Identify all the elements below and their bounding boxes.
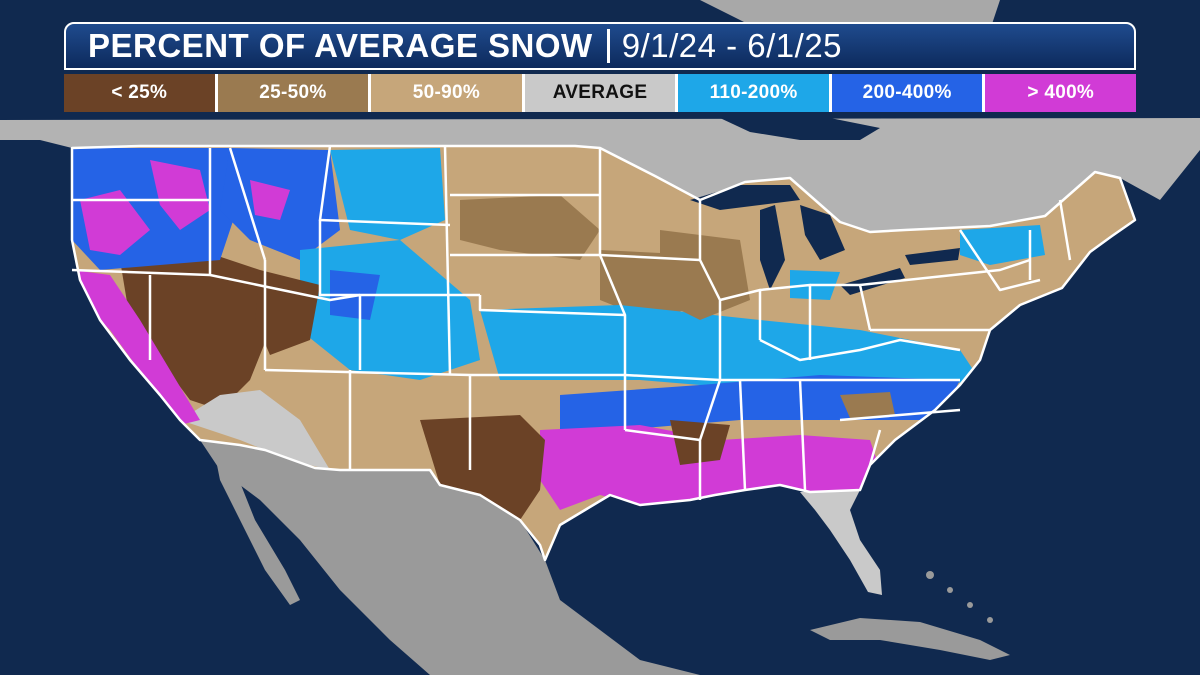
caribbean-islands <box>926 571 993 623</box>
lake-erie <box>840 268 905 295</box>
map-title: PERCENT OF AVERAGE SNOW <box>88 27 593 64</box>
lake-michigan <box>760 205 785 290</box>
lake-ontario <box>905 248 960 265</box>
cuba-island <box>810 618 1010 660</box>
hudson-bay <box>720 118 880 140</box>
header: PERCENT OF AVERAGE SNOW 9/1/24 - 6/1/25 … <box>64 22 1137 112</box>
lake-superior <box>690 185 800 210</box>
title-separator <box>606 29 610 63</box>
legend-item-110-200: 110-200% <box>678 74 832 112</box>
state-borders <box>70 144 1137 562</box>
date-range: 9/1/24 - 6/1/25 <box>621 27 843 64</box>
baja-peninsula <box>215 455 300 605</box>
mexico-landmass <box>200 440 700 675</box>
legend-item-gt-400: > 400% <box>985 74 1137 112</box>
legend-item-50-90: 50-90% <box>371 74 525 112</box>
legend-item-25-50: 25-50% <box>217 74 372 112</box>
canada-landmass <box>0 118 1200 232</box>
title-bar: PERCENT OF AVERAGE SNOW 9/1/24 - 6/1/25 <box>64 22 1136 70</box>
lake-huron <box>800 205 845 260</box>
legend-item-200-400: 200-400% <box>831 74 986 112</box>
legend-item-average: AVERAGE <box>524 74 679 112</box>
florida-landmass <box>800 490 882 595</box>
legend-item-lt-25: < 25% <box>64 74 218 112</box>
legend: < 25% 25-50% 50-90% AVERAGE 110-200% 200… <box>64 74 1137 112</box>
